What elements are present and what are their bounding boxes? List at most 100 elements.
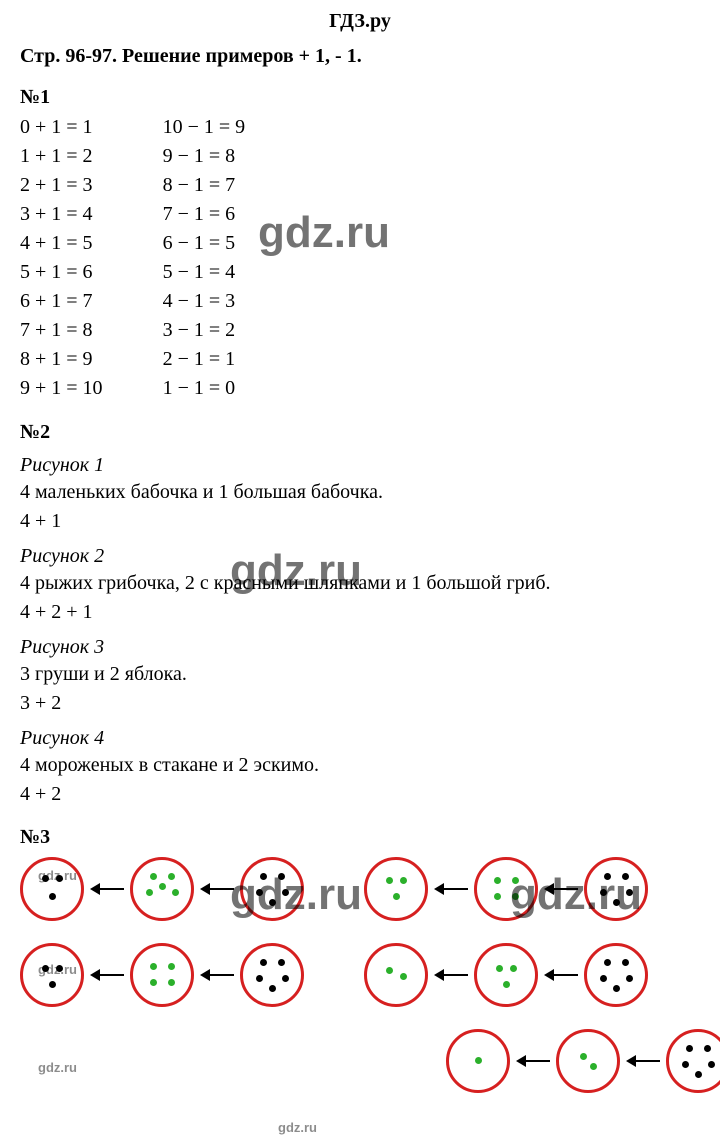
equation-column-b: 10 − 1 = 99 − 1 = 88 − 1 = 77 − 1 = 66 −…: [163, 113, 246, 403]
dot-green: [400, 973, 407, 980]
dot-dark: [622, 873, 629, 880]
dot-dark: [686, 1045, 693, 1052]
dot-dark: [256, 889, 263, 896]
dot-dark: [256, 975, 263, 982]
arrow-left-icon: [90, 969, 124, 981]
dot-dark: [695, 1071, 702, 1078]
arrow-left-icon: [200, 883, 234, 895]
dot-dark: [626, 889, 633, 896]
dot-dark: [49, 893, 56, 900]
dot-green: [168, 873, 175, 880]
figure-title: Рисунок 3: [20, 636, 700, 659]
dot-dark: [278, 873, 285, 880]
dot-dark: [600, 975, 607, 982]
figure-expression: 3 + 2: [20, 690, 700, 717]
dot-circle: [240, 943, 304, 1007]
exercise-3-heading: №3: [20, 826, 700, 849]
dot-green: [386, 877, 393, 884]
dot-green: [159, 883, 166, 890]
dot-dark: [56, 875, 63, 882]
dot-green: [580, 1053, 587, 1060]
dot-green: [512, 893, 519, 900]
dot-circle: [666, 1029, 720, 1093]
equation-line: 9 + 1 = 10: [20, 374, 103, 403]
watermark-small: gdz.ru: [278, 1120, 317, 1135]
equation-line: 3 − 1 = 2: [163, 316, 246, 345]
diagram-row: [364, 943, 720, 1007]
equation-line: 3 + 1 = 4: [20, 200, 103, 229]
equation-column-a: 0 + 1 = 11 + 1 = 22 + 1 = 33 + 1 = 44 + …: [20, 113, 103, 403]
dot-green: [494, 877, 501, 884]
diagram-row: [20, 943, 304, 1007]
arrow-left-icon: [200, 969, 234, 981]
arrow-left-icon: [90, 883, 124, 895]
dot-green: [590, 1063, 597, 1070]
diagram-left-column: [20, 857, 304, 1093]
dot-green: [496, 965, 503, 972]
dot-circle: [584, 857, 648, 921]
dot-dark: [708, 1061, 715, 1068]
dot-dark: [622, 959, 629, 966]
site-header: ГДЗ.ру: [20, 10, 700, 33]
dot-dark: [260, 873, 267, 880]
dot-green: [475, 1057, 482, 1064]
figure-title: Рисунок 1: [20, 454, 700, 477]
exercise-2-body: Рисунок 14 маленьких бабочка и 1 большая…: [20, 454, 700, 808]
equation-line: 8 + 1 = 9: [20, 345, 103, 374]
dot-circle: [584, 943, 648, 1007]
figure-description: 4 мороженых в стакане и 2 эскимо.: [20, 752, 700, 779]
dot-dark: [269, 899, 276, 906]
figure-expression: 4 + 2 + 1: [20, 599, 700, 626]
dot-dark: [260, 959, 267, 966]
exercise-3-diagrams: [20, 857, 700, 1093]
dot-green: [150, 963, 157, 970]
dot-dark: [56, 965, 63, 972]
dot-dark: [682, 1061, 689, 1068]
dot-dark: [600, 889, 607, 896]
figure-title: Рисунок 4: [20, 727, 700, 750]
dot-circle: [20, 857, 84, 921]
page-title: Стр. 96-97. Решение примеров + 1, - 1.: [20, 45, 700, 68]
dot-dark: [282, 975, 289, 982]
equation-line: 4 + 1 = 5: [20, 229, 103, 258]
dot-dark: [49, 981, 56, 988]
figure-description: 4 рыжих грибочка, 2 с красными шляпками …: [20, 570, 700, 597]
dot-green: [393, 893, 400, 900]
dot-dark: [704, 1045, 711, 1052]
arrow-left-icon: [434, 883, 468, 895]
dot-green: [512, 877, 519, 884]
diagram-row: [364, 857, 720, 921]
exercise-1-heading: №1: [20, 86, 700, 109]
dot-circle: [130, 857, 194, 921]
equation-line: 2 + 1 = 3: [20, 171, 103, 200]
dot-circle: [240, 857, 304, 921]
dot-green: [510, 965, 517, 972]
equation-line: 1 − 1 = 0: [163, 374, 246, 403]
exercise-2-heading: №2: [20, 421, 700, 444]
equation-line: 7 + 1 = 8: [20, 316, 103, 345]
dot-green: [168, 963, 175, 970]
dot-green: [503, 981, 510, 988]
arrow-left-icon: [626, 1055, 660, 1067]
dot-dark: [604, 959, 611, 966]
dot-green: [172, 889, 179, 896]
exercise-1-columns: 0 + 1 = 11 + 1 = 22 + 1 = 33 + 1 = 44 + …: [20, 113, 700, 403]
figure-title: Рисунок 2: [20, 545, 700, 568]
dot-green: [146, 889, 153, 896]
dot-circle: [474, 943, 538, 1007]
equation-line: 4 − 1 = 3: [163, 287, 246, 316]
page: ГДЗ.ру Стр. 96-97. Решение примеров + 1,…: [0, 0, 720, 1123]
dot-dark: [626, 975, 633, 982]
dot-green: [168, 979, 175, 986]
arrow-left-icon: [434, 969, 468, 981]
figure-description: 3 груши и 2 яблока.: [20, 661, 700, 688]
diagram-right-column: [364, 857, 720, 1093]
dot-circle: [446, 1029, 510, 1093]
equation-line: 6 − 1 = 5: [163, 229, 246, 258]
dot-dark: [42, 875, 49, 882]
dot-dark: [613, 985, 620, 992]
dot-green: [150, 979, 157, 986]
equation-line: 8 − 1 = 7: [163, 171, 246, 200]
figure-description: 4 маленьких бабочка и 1 большая бабочка.: [20, 479, 700, 506]
dot-dark: [269, 985, 276, 992]
